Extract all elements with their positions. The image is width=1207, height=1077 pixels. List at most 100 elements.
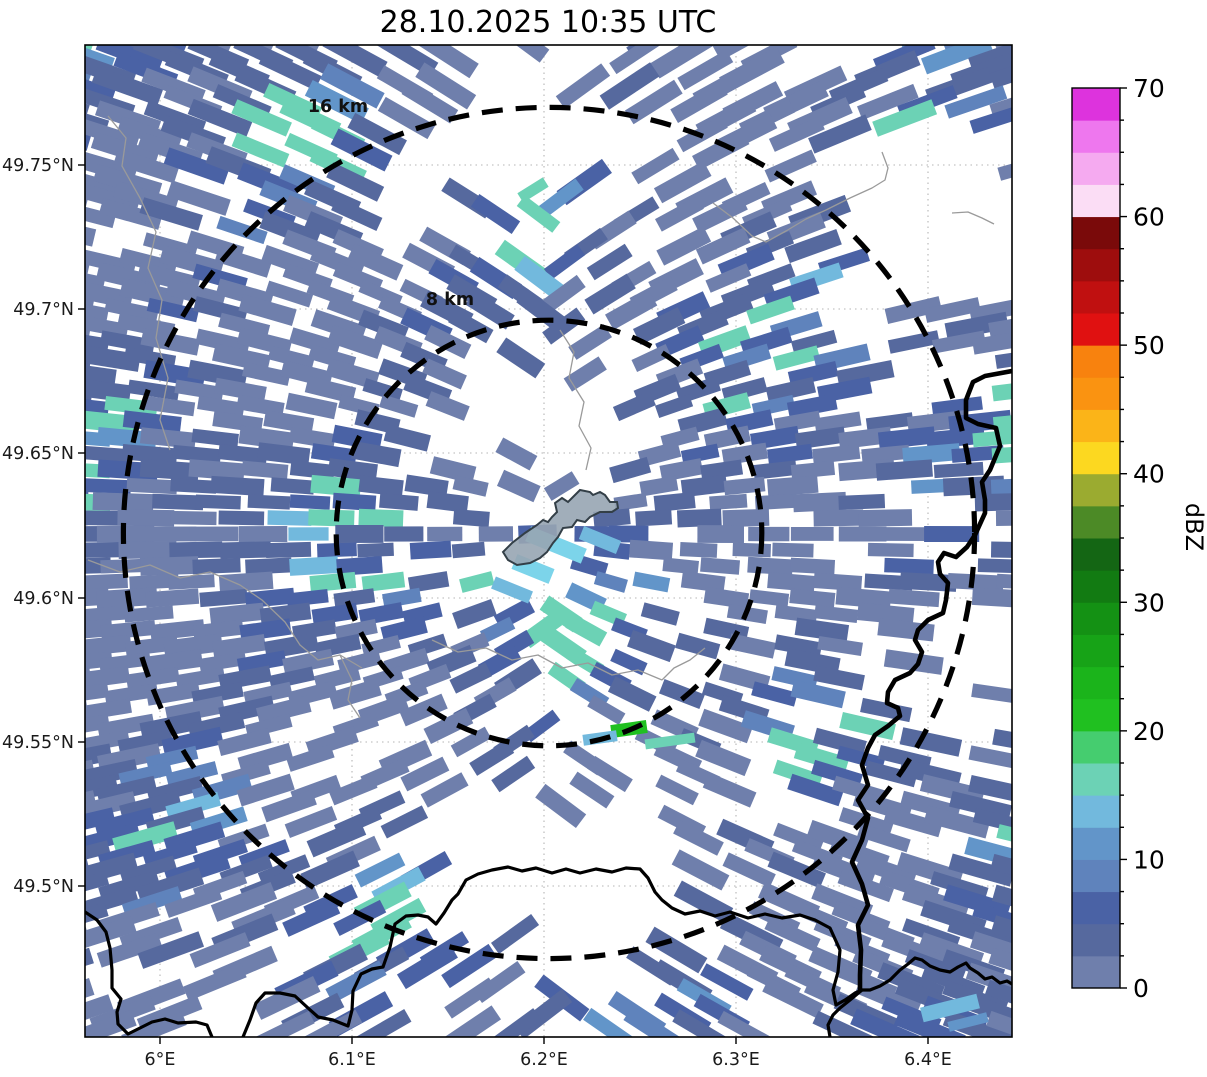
colorbar-segment [1072,345,1120,378]
lon-tick-label: 6.1°E [328,1050,376,1070]
radar-cell [705,263,752,293]
radar-cell [265,280,314,308]
radar-cell [85,297,109,323]
colorbar-segment [1072,505,1120,539]
radar-cell [931,396,983,416]
airport-outline [501,488,620,567]
radar-cell [310,474,362,498]
country-border [860,956,1012,992]
radar-cell [425,391,470,421]
radar-cell [286,588,329,607]
colorbar-segment [1072,602,1120,635]
radar-cell [333,899,387,937]
radar-cell [700,557,741,575]
radar-cell [629,539,674,561]
radar-cell [85,461,111,479]
radar-cell [85,605,136,623]
radar-cell [774,634,823,658]
radar-cell [864,760,918,788]
radar-cell [244,587,295,609]
radar-cell [238,294,297,326]
radar-cell [857,823,911,853]
radar-cell [555,63,611,109]
radar-cell [655,774,699,806]
radar-cell [149,619,205,641]
radar-cell [542,307,586,345]
colorbar-segment [1072,88,1120,121]
colorbar-segment [1072,538,1120,571]
radar-cell [439,1005,502,1037]
colorbar-tick-label: 30 [1133,588,1165,617]
radar-cell-feature [947,1012,989,1032]
radar-cell [722,508,770,528]
colorbar-segment [1072,666,1120,700]
radar-cell [609,456,652,484]
radar-cell [986,1010,1012,1037]
radar-cell [268,666,315,690]
radar-cell [857,83,919,121]
radar-cell [124,605,174,623]
radar-cell [784,228,842,264]
radar-cell [700,459,744,481]
radar-cell [924,526,980,543]
radar-cell [85,651,113,673]
axis-ticks: 6°E 6.1°E 6.2°E 6.3°E 6.4°E 49.75°N 49.7°N 49.6… [2,156,952,1070]
radar-cell [923,805,990,839]
radar-cell [267,510,312,526]
radar-cell [379,492,419,511]
radar-cell [265,541,312,559]
radar-cell [211,634,267,659]
radar-cell [767,851,826,889]
radar-cell [813,665,865,691]
radar-cell [971,587,1012,609]
radar-cell [85,377,132,403]
radar-cell [288,527,329,541]
radar-cell [326,162,385,202]
radar-cell [334,618,378,642]
radar-cell [584,273,636,315]
range-rings: 8 km 16 km [120,97,978,962]
radar-cell [220,541,271,559]
colorbar-segment [1072,634,1120,668]
radar-cells [85,45,1012,1037]
radar-cell-feature [491,576,533,604]
radar-cell [170,478,217,494]
municipal-border [87,559,363,669]
radar-cell [91,66,164,106]
radar-cell [239,618,292,642]
radar-cell [772,345,821,371]
radar-cell [662,557,700,575]
radar-cell [968,745,1012,771]
radar-cell [284,806,338,839]
radar-cell [452,508,490,528]
radar-cell [164,886,223,918]
radar-cell [794,426,846,450]
radar-cell [401,80,459,124]
radar-cell [850,1008,920,1037]
radar-cell [347,243,404,281]
radar-cell [85,994,114,1034]
radar-cell [680,443,720,465]
radar-cell [288,426,336,450]
radar-cell [496,337,546,379]
radar-cell [354,852,406,888]
radar-cell [85,807,116,837]
radar-cell [127,379,180,401]
radar-cell [856,602,915,626]
radar-cell [286,744,335,772]
radar-cell [931,330,986,354]
radar-cell [790,557,836,575]
radar-cell [85,683,110,705]
radar-cell [635,509,673,527]
radar-cell [984,979,1012,1017]
radar-cell [452,475,489,497]
radar-cell [353,1009,412,1037]
range-ring-16km [120,104,978,962]
radar-cell [989,51,1012,89]
radar-cell [703,586,750,610]
radar-cell [426,491,469,513]
radar-cell [146,297,200,323]
radar-cell [535,783,587,829]
lat-tick-label: 49.55°N [2,733,74,753]
